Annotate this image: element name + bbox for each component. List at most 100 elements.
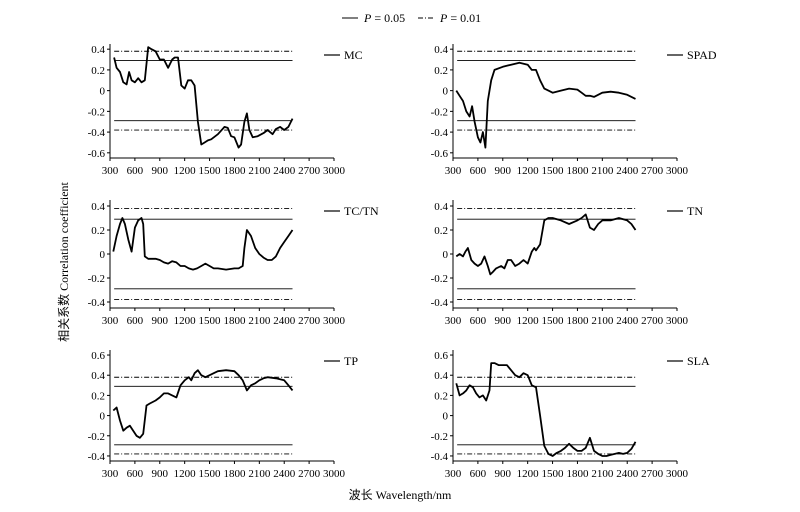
y-tick-label: 0.6	[434, 350, 448, 362]
x-tick-label: 900	[495, 165, 512, 177]
y-tick-label: 0.4	[91, 370, 105, 382]
x-tick-label: 1500	[199, 165, 222, 177]
y-tick-label: 0.6	[91, 350, 105, 362]
y-tick-label: 0.4	[91, 201, 105, 213]
x-tick-label: 600	[470, 468, 487, 480]
x-tick-label: 2400	[616, 468, 639, 480]
x-tick-label: 1500	[199, 315, 222, 327]
panel-label: MC	[344, 48, 363, 62]
x-tick-label: 1200	[517, 165, 540, 177]
x-tick-label: 600	[470, 315, 487, 327]
y-tick-label: -0.2	[431, 106, 448, 118]
y-tick-label: 0.2	[434, 65, 448, 77]
y-tick-label: -0.6	[88, 148, 106, 160]
y-tick-label: 0	[100, 411, 106, 423]
x-tick-label: 600	[127, 315, 144, 327]
panel-label: TC/TN	[344, 204, 379, 218]
x-tick-label: 1200	[517, 468, 540, 480]
x-tick-label: 900	[152, 165, 169, 177]
legend-p005-label: P = 0.05	[363, 11, 405, 25]
x-tick-label: 600	[470, 165, 487, 177]
x-tick-label: 2100	[591, 315, 614, 327]
x-tick-label: 1500	[542, 165, 565, 177]
y-tick-label: 0.4	[434, 44, 448, 56]
y-tick-label: 0	[443, 411, 449, 423]
x-tick-label: 900	[495, 315, 512, 327]
panel-tc-tn: 0.4 0.2 0 -0.2 -0.4 300 600 900 1200 1500 1800 2100…	[88, 200, 379, 327]
y-tick-label: 0	[100, 249, 106, 261]
x-tick-label: 900	[152, 315, 169, 327]
y-tick-label: 0.4	[434, 370, 448, 382]
y-tick-label: 0.2	[91, 390, 105, 402]
legend: P = 0.05 P = 0.01	[342, 11, 481, 25]
panel-spad: 0.4 0.2 0 -0.2 -0.4 -0.6 300 600 900 1200 1500 1800…	[431, 44, 717, 177]
x-tick-label: 3000	[666, 165, 689, 177]
x-tick-label: 1500	[542, 315, 565, 327]
series-line	[455, 213, 637, 276]
x-tick-label: 300	[445, 468, 462, 480]
x-tick-label: 2400	[616, 165, 639, 177]
x-tick-label: 900	[152, 468, 169, 480]
series-line	[455, 61, 636, 149]
x-tick-label: 2400	[273, 468, 296, 480]
y-tick-label: 0.2	[434, 390, 448, 402]
y-tick-label: -0.4	[431, 451, 449, 463]
x-tick-label: 2700	[641, 315, 664, 327]
x-tick-label: 300	[102, 468, 119, 480]
panel-sla: 0.6 0.4 0.2 0 -0.2 -0.4 300 600 900 1200 1500 1800 2…	[431, 350, 710, 480]
x-tick-label: 600	[127, 468, 144, 480]
panel-label: SLA	[687, 354, 710, 368]
x-tick-label: 2100	[248, 468, 271, 480]
y-tick-label: -0.2	[431, 273, 448, 285]
x-tick-label: 300	[445, 165, 462, 177]
y-tick-label: -0.4	[431, 297, 449, 309]
panel-label: SPAD	[687, 48, 717, 62]
x-tick-label: 300	[102, 165, 119, 177]
x-tick-label: 1500	[542, 468, 565, 480]
y-tick-label: 0.2	[91, 225, 105, 237]
x-tick-label: 1200	[174, 315, 197, 327]
x-tick-label: 2100	[248, 165, 271, 177]
y-tick-label: 0.4	[91, 44, 105, 56]
x-tick-label: 1800	[223, 165, 246, 177]
x-tick-label: 1800	[566, 468, 589, 480]
y-tick-label: 0.2	[434, 225, 448, 237]
series-line	[113, 46, 294, 149]
x-tick-label: 2700	[298, 468, 321, 480]
x-tick-label: 900	[495, 468, 512, 480]
x-tick-label: 1200	[517, 315, 540, 327]
y-tick-label: -0.2	[431, 431, 448, 443]
x-tick-label: 1800	[223, 315, 246, 327]
y-tick-label: 0	[100, 86, 106, 98]
y-tick-label: 0.2	[91, 65, 105, 77]
y-axis-title: 相关系数 Correlation coefficient	[56, 181, 71, 341]
x-tick-label: 2700	[641, 468, 664, 480]
panel-label: TN	[687, 204, 703, 218]
x-tick-label: 3000	[323, 165, 346, 177]
x-tick-label: 1500	[199, 468, 222, 480]
x-tick-label: 2400	[616, 315, 639, 327]
x-tick-label: 1200	[174, 165, 197, 177]
x-tick-label: 2100	[248, 315, 271, 327]
x-tick-label: 2400	[273, 315, 296, 327]
series-line	[455, 362, 637, 457]
x-tick-label: 2700	[298, 165, 321, 177]
series-line	[112, 369, 294, 439]
y-tick-label: 0.4	[434, 201, 448, 213]
y-tick-label: -0.2	[88, 431, 105, 443]
panel-label: TP	[344, 354, 358, 368]
x-tick-label: 3000	[323, 468, 346, 480]
y-tick-label: 0	[443, 249, 449, 261]
x-tick-label: 2700	[641, 165, 664, 177]
y-tick-label: -0.4	[88, 127, 106, 139]
y-tick-label: -0.4	[88, 451, 106, 463]
y-tick-label: -0.2	[88, 273, 105, 285]
y-tick-label: -0.4	[88, 297, 106, 309]
y-tick-label: 0	[443, 86, 449, 98]
x-tick-label: 1800	[566, 165, 589, 177]
x-tick-label: 600	[127, 165, 144, 177]
x-axis-title: 波长 Wavelength/nm	[349, 488, 452, 502]
x-tick-label: 1200	[174, 468, 197, 480]
x-tick-label: 300	[102, 315, 119, 327]
